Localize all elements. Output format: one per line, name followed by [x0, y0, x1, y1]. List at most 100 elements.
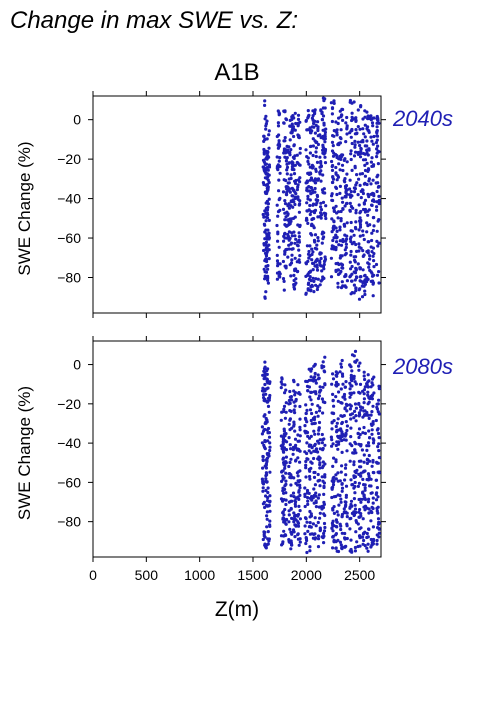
data-point — [292, 285, 296, 289]
data-point — [371, 496, 375, 500]
data-point — [293, 504, 298, 508]
data-point — [282, 432, 286, 436]
data-point — [311, 522, 315, 526]
data-point — [348, 413, 353, 417]
data-point — [334, 226, 338, 230]
data-point — [340, 421, 344, 426]
data-point — [365, 276, 369, 280]
data-point — [375, 239, 379, 243]
data-point — [331, 144, 335, 148]
data-point — [344, 510, 348, 514]
data-point — [343, 478, 347, 482]
data-point — [310, 258, 314, 262]
data-point — [377, 387, 381, 391]
data-point — [362, 370, 366, 374]
data-point — [283, 136, 287, 140]
data-point — [340, 512, 344, 517]
data-point — [330, 420, 334, 424]
data-point — [320, 269, 324, 273]
data-point — [283, 507, 287, 512]
data-point — [316, 432, 320, 436]
data-point — [310, 191, 315, 195]
data-point — [262, 396, 266, 400]
data-point — [343, 531, 347, 536]
data-point — [361, 138, 365, 142]
data-point — [282, 517, 286, 521]
data-point — [315, 243, 319, 247]
data-point — [354, 406, 358, 410]
data-point — [298, 460, 302, 464]
data-point — [350, 168, 354, 172]
data-point — [304, 218, 308, 222]
data-point — [365, 546, 369, 550]
data-point — [283, 202, 288, 206]
data-point — [321, 151, 325, 155]
data-point — [311, 137, 315, 141]
point-cluster — [275, 109, 282, 281]
data-point — [369, 182, 373, 186]
data-point — [338, 141, 342, 145]
data-point — [293, 215, 297, 219]
data-point — [348, 201, 352, 205]
data-point — [363, 115, 367, 119]
data-point — [372, 252, 376, 256]
data-point — [318, 172, 322, 176]
data-point — [375, 208, 379, 212]
point-cluster — [348, 353, 355, 554]
data-point — [332, 236, 336, 240]
data-point — [311, 165, 315, 169]
data-point — [318, 511, 322, 515]
data-point — [287, 422, 291, 426]
data-point — [349, 417, 353, 421]
data-point — [365, 230, 369, 234]
data-point — [349, 499, 354, 503]
data-point — [349, 478, 353, 482]
data-point — [311, 268, 315, 272]
data-point — [283, 439, 287, 443]
data-point — [323, 214, 327, 218]
data-point — [332, 206, 336, 210]
data-point — [360, 497, 364, 501]
data-point — [348, 237, 352, 241]
data-point — [317, 441, 321, 445]
data-point — [376, 431, 381, 436]
data-point — [352, 416, 356, 420]
data-point — [343, 397, 347, 401]
data-point — [340, 531, 344, 535]
data-point — [293, 499, 297, 503]
data-point — [317, 455, 321, 459]
data-point — [318, 526, 322, 530]
data-point — [307, 467, 311, 472]
data-point — [315, 263, 319, 267]
data-point — [342, 284, 347, 288]
data-point — [261, 386, 265, 390]
data-point — [363, 274, 367, 278]
data-point — [354, 414, 358, 418]
data-point — [310, 390, 314, 394]
data-point — [331, 238, 335, 243]
data-point — [353, 402, 358, 406]
data-point — [341, 432, 345, 437]
data-point — [337, 503, 341, 507]
data-point — [296, 524, 301, 528]
data-point — [339, 157, 343, 161]
data-point — [290, 253, 294, 257]
data-point — [316, 534, 321, 538]
data-point — [261, 486, 265, 490]
data-point — [352, 475, 356, 480]
data-point — [304, 417, 308, 422]
data-point — [368, 254, 372, 258]
data-point — [265, 379, 269, 384]
data-point — [334, 171, 338, 175]
data-point — [314, 154, 318, 159]
data-point — [316, 377, 320, 381]
data-point — [289, 204, 293, 208]
data-point — [376, 511, 380, 515]
x-tick-label: 0 — [89, 567, 97, 583]
data-point — [375, 405, 379, 409]
data-point — [283, 383, 287, 387]
data-point — [285, 193, 289, 197]
data-point — [367, 179, 371, 183]
x-tick-label: 500 — [135, 567, 159, 583]
data-point — [265, 368, 269, 373]
